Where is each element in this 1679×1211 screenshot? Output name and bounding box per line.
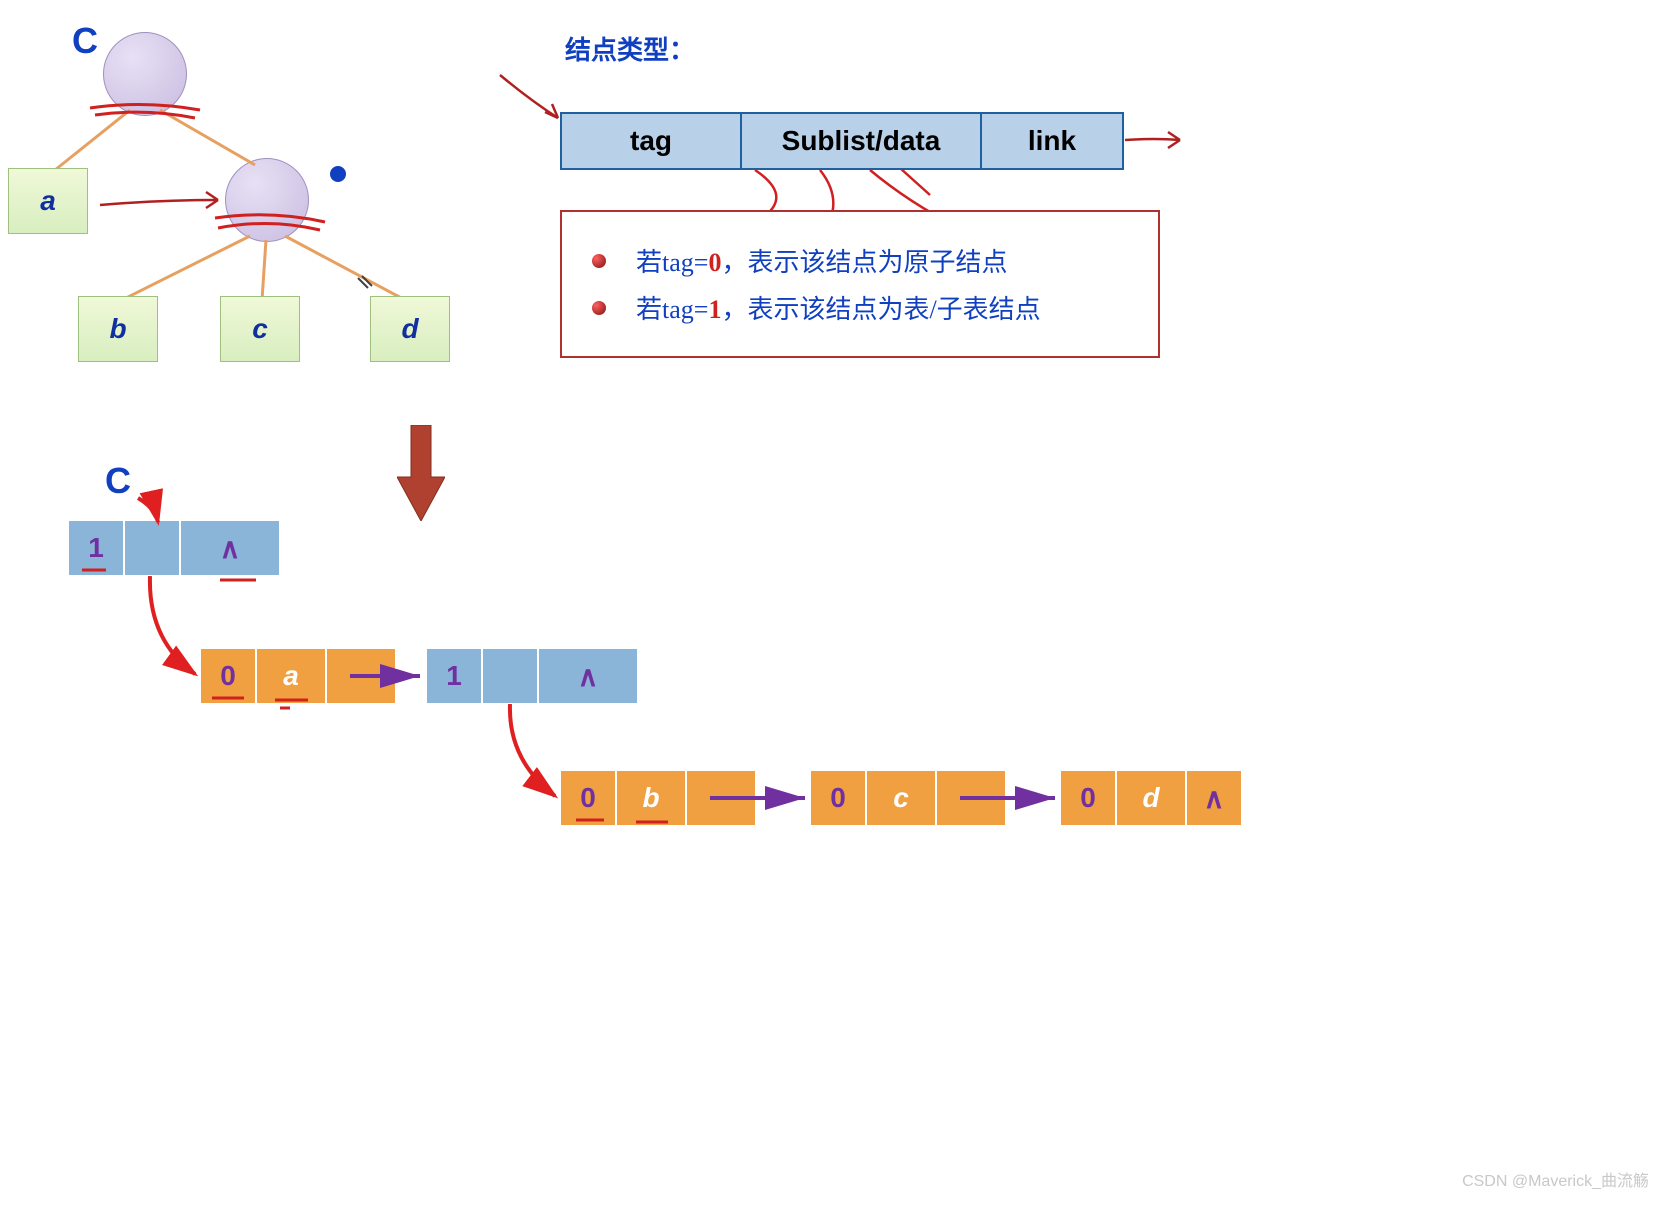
tree-leaf-d: d [370, 296, 450, 362]
tree-circle [103, 32, 187, 116]
note-line: 若tag=0，表示该结点为原子结点 [592, 242, 1128, 279]
node-cell: b [616, 770, 686, 826]
node-blue: 1 ∧ [68, 520, 280, 576]
header-title: 结点类型： [565, 30, 695, 67]
down-arrow-icon [397, 425, 445, 521]
node-cell: a [256, 648, 326, 704]
node-cell: c [866, 770, 936, 826]
linked-root-label: C [105, 460, 131, 502]
tree-leaf-c: c [220, 296, 300, 362]
node-cell [482, 648, 538, 704]
header-cell-tag: tag [562, 114, 742, 168]
header-cell-link: link [982, 114, 1122, 168]
node-cell [686, 770, 756, 826]
bullet-icon [592, 301, 606, 315]
node-cell [936, 770, 1006, 826]
bullet-icon [592, 254, 606, 268]
note-num: 1 [708, 295, 721, 324]
tree-leaf-a: a [8, 168, 88, 234]
tree-circle [225, 158, 309, 242]
node-cell: 0 [810, 770, 866, 826]
note-suffix: ，表示该结点为原子结点 [721, 248, 1007, 277]
node-orange: 0 d ∧ [1060, 770, 1242, 826]
note-box: 若tag=0，表示该结点为原子结点 若tag=1，表示该结点为表/子表结点 [560, 210, 1160, 358]
node-type-header: tag Sublist/data link [560, 112, 1124, 170]
node-blue: 1 ∧ [426, 648, 638, 704]
node-cell: 0 [1060, 770, 1116, 826]
header-cell-sublist: Sublist/data [742, 114, 982, 168]
note-line: 若tag=1，表示该结点为表/子表结点 [592, 289, 1128, 326]
note-suffix: ，表示该结点为表/子表结点 [721, 295, 1040, 324]
node-cell [124, 520, 180, 576]
node-cell: d [1116, 770, 1186, 826]
tree-root-label: C [72, 20, 98, 62]
node-cell [326, 648, 396, 704]
node-cell: 1 [426, 648, 482, 704]
node-cell: 0 [560, 770, 616, 826]
node-cell: ∧ [1186, 770, 1242, 826]
dot-marker [330, 166, 346, 182]
tree-leaf-b: b [78, 296, 158, 362]
node-cell: 1 [68, 520, 124, 576]
watermark: CSDN @Maverick_曲流觞 [1462, 1167, 1649, 1191]
node-orange: 0 c [810, 770, 1006, 826]
note-prefix: 若tag= [636, 295, 708, 324]
node-cell: ∧ [180, 520, 280, 576]
note-prefix: 若tag= [636, 248, 708, 277]
node-orange: 0 b [560, 770, 756, 826]
node-cell: ∧ [538, 648, 638, 704]
note-num: 0 [708, 248, 721, 277]
node-orange: 0 a [200, 648, 396, 704]
node-cell: 0 [200, 648, 256, 704]
